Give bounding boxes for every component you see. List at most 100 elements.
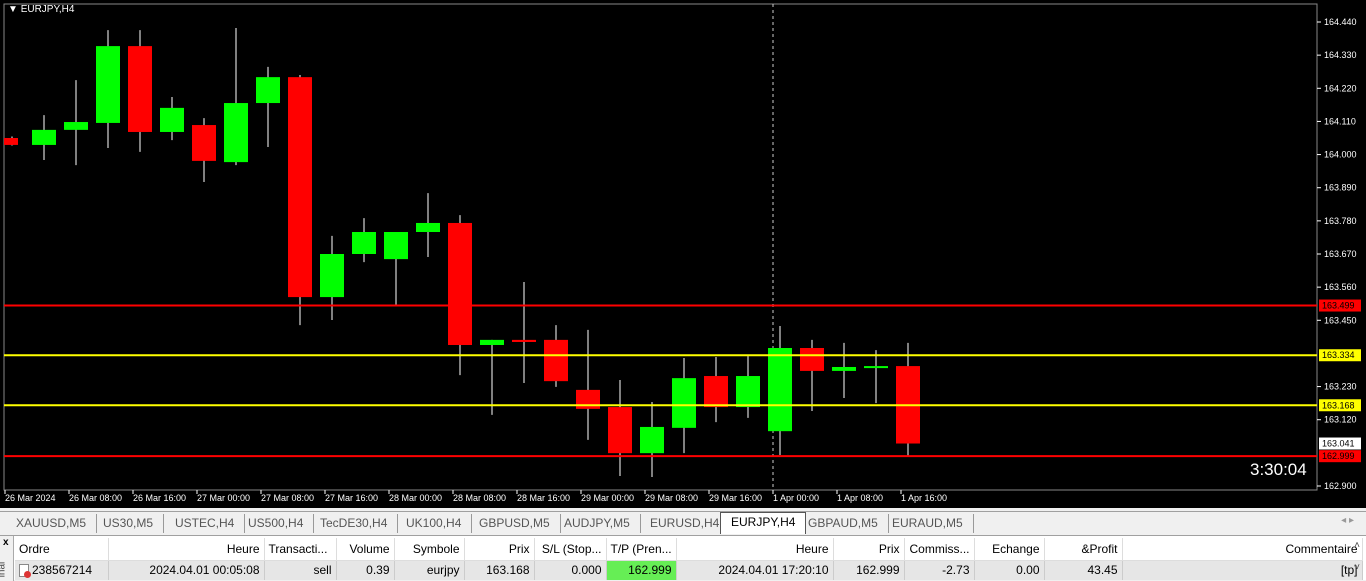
column-header[interactable]: Commentaire	[1122, 538, 1363, 561]
terminal-sidebar: x inal	[0, 536, 14, 581]
bull-candle	[96, 46, 120, 123]
bull-candle	[32, 129, 56, 145]
bear-candle	[576, 389, 600, 409]
history-table: Ordre Heure Transacti... Volume Symbole Prix S…	[15, 538, 1363, 580]
bear-candle	[704, 376, 728, 408]
column-header[interactable]: T/P (Pren...	[606, 538, 677, 561]
time-tick-label: 27 Mar 00:00	[197, 493, 250, 503]
tab-eurjpy-h4[interactable]: EURJPY,H4	[720, 512, 807, 534]
time-tick-label: 28 Mar 16:00	[517, 493, 570, 503]
order-document-icon	[19, 564, 31, 579]
bull-candle	[416, 222, 440, 233]
table-cell: 0.39	[366, 563, 390, 578]
level-price-label-bg	[1319, 450, 1361, 463]
tab-euraud-m5[interactable]: EURAUD,M5	[882, 514, 974, 533]
column-header[interactable]: Volume	[336, 538, 395, 561]
close-icon[interactable]: x	[3, 537, 9, 548]
plot-border	[3, 3, 1318, 491]
bear-candle	[288, 77, 312, 298]
tab-gbpaud-m5[interactable]: GBPAUD,M5	[798, 514, 889, 533]
table-row[interactable]: 238567214 2024.04.01 00:05:08 sell 0.39 eurj…	[15, 560, 1363, 580]
time-tick-label: 29 Mar 08:00	[645, 493, 698, 503]
column-header[interactable]: Ordre	[15, 538, 109, 561]
price-tick-label: 162.900	[1324, 481, 1357, 491]
time-tick-label: 26 Mar 08:00	[69, 493, 122, 503]
tab-tecde30-h4[interactable]: TecDE30,H4	[310, 514, 399, 533]
level-price-label: 163.168	[1322, 400, 1355, 410]
level-price-label-bg	[1319, 399, 1361, 412]
table-cell: 238567214	[32, 563, 93, 578]
column-header[interactable]: Commiss...	[904, 538, 975, 561]
bull-candle	[224, 103, 248, 163]
tab-eurusd-h4[interactable]: EURUSD,H4	[640, 514, 731, 533]
scroll-down-icon[interactable]: ˅	[1354, 562, 1360, 573]
tab-us30-m5[interactable]: US30,M5	[93, 514, 165, 533]
time-tick-label: 29 Mar 16:00	[709, 493, 762, 503]
column-header[interactable]: S/L (Stop...	[534, 538, 607, 561]
time-tick-label: 26 Mar 16:00	[133, 493, 186, 503]
level-price-label-bg	[1319, 349, 1361, 362]
chart-menu-icon[interactable]: ▼	[8, 4, 21, 15]
tab-gbpusd-m5[interactable]: GBPUSD,M5	[469, 514, 561, 533]
price-tick-label: 163.560	[1324, 282, 1357, 292]
table-cell: [tp]	[1340, 563, 1358, 578]
price-tick-label: 164.330	[1324, 50, 1357, 60]
bull-candle	[352, 232, 376, 255]
table-cell: 0.000	[571, 563, 602, 578]
bull-candle	[256, 77, 280, 104]
candlestick-chart[interactable]: 164.440 164.330 164.220 164.110 164.000 163.8…	[0, 0, 1366, 508]
price-tick-label: 163.450	[1324, 315, 1357, 325]
price-tick-label: 163.120	[1324, 415, 1357, 425]
bear-candle	[4, 138, 18, 145]
table-cell: sell	[313, 563, 332, 578]
table-cell: 2024.04.01 00:05:08	[149, 563, 260, 578]
tab-xauusd-m5[interactable]: XAUUSD,M5	[6, 514, 98, 533]
column-header[interactable]: Transacti...	[264, 538, 337, 561]
tab-ustec-h4[interactable]: USTEC,H4	[165, 514, 246, 533]
bear-candle	[800, 348, 824, 371]
time-tick-label: 27 Mar 16:00	[325, 493, 378, 503]
time-tick-label: 29 Mar 00:00	[581, 493, 634, 503]
column-header[interactable]: Prix	[464, 538, 535, 561]
time-tick-label: 28 Mar 00:00	[389, 493, 442, 503]
bar-countdown: 3:30:04	[1250, 460, 1307, 479]
bull-candle	[640, 426, 664, 454]
time-tick-label: 1 Apr 16:00	[901, 493, 947, 503]
price-tick-label: 163.890	[1324, 183, 1357, 193]
column-header[interactable]: &Profit	[1044, 538, 1123, 561]
column-header[interactable]: Heure	[676, 538, 834, 561]
tab-uk100-h4[interactable]: UK100,H4	[396, 514, 473, 533]
price-tick-label: 164.220	[1324, 83, 1357, 93]
column-header[interactable]: Heure	[108, 538, 265, 561]
bear-candle	[608, 407, 632, 454]
table-cell: 43.45	[1087, 563, 1118, 578]
table-cell: 163.168	[486, 563, 530, 578]
bear-candle	[128, 46, 152, 132]
bull-candle	[864, 366, 888, 369]
column-header[interactable]: Echange	[974, 538, 1045, 561]
time-tick-label: 28 Mar 08:00	[453, 493, 506, 503]
scroll-up-icon[interactable]: ˄	[1354, 540, 1360, 551]
time-tick-label: 1 Apr 00:00	[773, 493, 819, 503]
tab-us500-h4[interactable]: US500,H4	[238, 514, 315, 533]
table-cell: -2.73	[942, 563, 970, 578]
price-tick-label: 164.000	[1324, 150, 1357, 160]
price-tick-label: 164.110	[1324, 116, 1356, 126]
table-cell: 2024.04.01 17:20:10	[718, 563, 829, 578]
time-tick-label: 26 Mar 2024	[5, 493, 56, 503]
column-header[interactable]: Prix	[833, 538, 905, 561]
table-cell: 162.999	[628, 563, 672, 578]
terminal-panel: x inal Ordre Heure Transacti... Volume Symbo…	[0, 535, 1366, 581]
tab-audjpy-m5[interactable]: AUDJPY,M5	[554, 514, 641, 533]
chart-tabs: XAUUSD,M5 US30,M5 USTEC,H4 US500,H4 TecDE30,…	[0, 511, 1366, 534]
price-chart[interactable]: 164.440 164.330 164.220 164.110 164.000 163.8…	[0, 0, 1366, 508]
table-cell: eurjpy	[426, 563, 460, 578]
bull-candle	[160, 107, 184, 132]
column-header[interactable]: Symbole	[394, 538, 465, 561]
tab-scroll-arrows[interactable]: ◂ ▸	[1341, 515, 1354, 526]
price-tick-label: 163.230	[1324, 382, 1357, 392]
price-tick-label: 163.780	[1324, 216, 1357, 226]
bull-candle	[384, 232, 408, 260]
current-price-label: 163.041	[1322, 439, 1355, 449]
terminal-label: inal	[0, 561, 8, 578]
